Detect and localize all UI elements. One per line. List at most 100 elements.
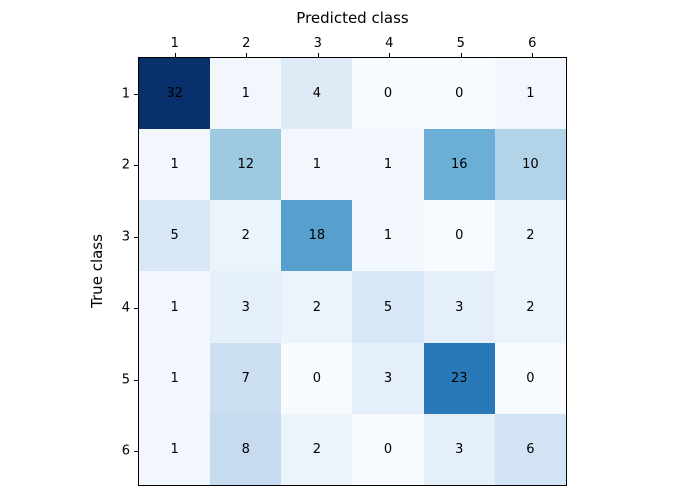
matrix-cell-value: 2 (312, 441, 322, 457)
matrix-cell-value: 0 (312, 370, 322, 386)
matrix-cell-value: 1 (383, 228, 393, 244)
matrix-cell: 1 (352, 129, 424, 201)
matrix-cell: 10 (494, 129, 566, 201)
matrix-cell-value: 0 (383, 86, 393, 102)
matrix-cell: 12 (210, 129, 282, 201)
y-tick-mark (134, 165, 138, 167)
matrix-cell: 2 (494, 200, 566, 272)
matrix-cell: 18 (281, 200, 353, 272)
matrix-cell-value: 1 (170, 157, 179, 173)
matrix-cell-value: 3 (383, 370, 393, 386)
plot-area: 32 1 4 0 0 1 1 12 1 1 16 10 5 2 18 1 0 2 1 3 2 5 3 2 1 7 0 3 23 0 1 8 2 0… (122, 36, 567, 486)
matrix-cell-value: 5 (383, 299, 393, 315)
matrix-cell-value: 1 (170, 299, 179, 315)
matrix-cell: 2 (494, 271, 566, 343)
x-tick-mark (389, 53, 391, 57)
matrix-cell-value: 23 (450, 370, 468, 386)
matrix-cell-value: 1 (241, 86, 250, 102)
matrix-cell: 1 (139, 342, 211, 414)
y-axis-title: True class (88, 234, 106, 308)
y-tick-label: 1 (121, 86, 130, 102)
matrix-cell: 2 (281, 413, 353, 485)
matrix-cell: 16 (423, 129, 495, 201)
matrix-cell: 1 (210, 58, 282, 130)
y-tick-label: 4 (121, 300, 130, 316)
matrix-cell-value: 2 (312, 299, 322, 315)
matrix-cell-value: 1 (526, 86, 535, 102)
matrix-cell: 0 (494, 342, 566, 414)
matrix-cell: 1 (352, 200, 424, 272)
matrix-cell: 2 (210, 200, 282, 272)
matrix-cell: 6 (494, 413, 566, 485)
y-tick-mark (134, 308, 138, 310)
matrix-cell-value: 0 (455, 228, 464, 244)
matrix-cell: 3 (423, 413, 495, 485)
matrix-cell: 5 (352, 271, 424, 343)
matrix-cell-value: 0 (455, 86, 464, 102)
matrix-cell-value: 2 (526, 228, 535, 244)
matrix-cell: 3 (423, 271, 495, 343)
matrix-cell-value: 16 (450, 157, 468, 173)
x-tick-label: 5 (456, 36, 465, 51)
matrix-cell-value: 4 (312, 86, 322, 102)
matrix-cell: 1 (494, 58, 566, 130)
matrix-cell-value: 3 (455, 441, 464, 457)
matrix-cell-value: 2 (526, 299, 535, 315)
matrix-cell-value: 6 (526, 441, 535, 457)
matrix-cell-value: 3 (241, 299, 250, 315)
x-tick-label: 6 (528, 36, 537, 51)
matrix-cell-value: 8 (241, 441, 250, 457)
matrix-cell: 4 (281, 58, 353, 130)
y-tick-label: 6 (121, 443, 130, 459)
matrix-cell: 0 (352, 413, 424, 485)
x-tick-label: 3 (313, 36, 322, 51)
matrix-cell: 0 (281, 342, 353, 414)
matrix-cell: 5 (139, 200, 211, 272)
matrix-cell-value: 1 (170, 441, 179, 457)
matrix-cell: 3 (352, 342, 424, 414)
x-tick-mark (174, 53, 176, 57)
matrix-cell: 8 (210, 413, 282, 485)
matrix-cell-value: 1 (383, 157, 393, 173)
x-tick-mark (317, 53, 319, 57)
y-tick-label: 3 (121, 229, 130, 245)
matrix-cell: 23 (423, 342, 495, 414)
matrix-cell-value: 0 (383, 441, 393, 457)
x-tick-mark (532, 53, 534, 57)
matrix-cell: 32 (139, 58, 211, 130)
matrix-cell-value: 12 (237, 157, 255, 173)
x-tick-label: 4 (385, 36, 394, 51)
x-tick-mark (460, 53, 462, 57)
y-tick-mark (134, 93, 138, 95)
matrix-cell: 1 (139, 129, 211, 201)
y-tick-mark (134, 236, 138, 238)
matrix-cell: 2 (281, 271, 353, 343)
matrix-cell-value: 3 (455, 299, 464, 315)
matrix-cell: 1 (281, 129, 353, 201)
x-tick-label: 1 (170, 36, 179, 51)
matrix-cell-value: 32 (166, 86, 183, 102)
matrix-cell: 1 (139, 413, 211, 485)
y-tick-mark (134, 379, 138, 381)
matrix-cell-value: 0 (526, 370, 535, 386)
x-tick-label: 2 (242, 36, 251, 51)
matrix-cell: 0 (352, 58, 424, 130)
y-tick-label: 5 (121, 372, 130, 388)
matrix-cell-value: 1 (170, 370, 179, 386)
matrix-cell: 1 (139, 271, 211, 343)
y-tick-mark (134, 451, 138, 453)
matrix-cell: 0 (423, 200, 495, 272)
x-tick-mark (246, 53, 248, 57)
matrix-cell-value: 5 (170, 228, 179, 244)
matrix-cell-value: 1 (312, 157, 322, 173)
matrix-cell-value: 2 (241, 228, 250, 244)
x-axis-title: Predicted class (296, 9, 409, 27)
matrix-cell-value: 7 (241, 370, 250, 386)
matrix-cell-value: 10 (522, 157, 539, 173)
matrix-cell: 7 (210, 342, 282, 414)
matrix-cell: 3 (210, 271, 282, 343)
matrix-cell-value: 18 (308, 228, 326, 244)
heatmap-grid: 32 1 4 0 0 1 1 12 1 1 16 10 5 2 18 1 0 2 1 3 2 5 3 2 1 7 0 3 23 0 1 8 2 0… (139, 58, 566, 485)
matrix-cell: 0 (423, 58, 495, 130)
